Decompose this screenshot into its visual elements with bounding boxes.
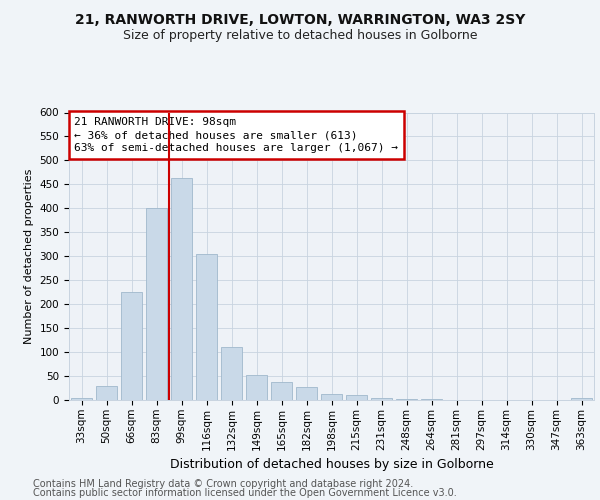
- Bar: [346, 395, 367, 400]
- Text: Size of property relative to detached houses in Golborne: Size of property relative to detached ho…: [123, 29, 477, 42]
- Bar: [571, 398, 592, 400]
- Y-axis label: Number of detached properties: Number of detached properties: [24, 168, 34, 344]
- Text: Contains public sector information licensed under the Open Government Licence v3: Contains public sector information licen…: [33, 488, 457, 498]
- Bar: [121, 292, 142, 400]
- X-axis label: Distribution of detached houses by size in Golborne: Distribution of detached houses by size …: [170, 458, 493, 471]
- Text: 21, RANWORTH DRIVE, LOWTON, WARRINGTON, WA3 2SY: 21, RANWORTH DRIVE, LOWTON, WARRINGTON, …: [75, 12, 525, 26]
- Bar: [96, 386, 117, 400]
- Bar: [371, 398, 392, 400]
- Bar: [221, 348, 242, 400]
- Bar: [146, 208, 167, 400]
- Bar: [196, 254, 217, 400]
- Bar: [171, 178, 192, 400]
- Bar: [296, 387, 317, 400]
- Bar: [271, 382, 292, 400]
- Bar: [246, 375, 267, 400]
- Bar: [421, 399, 442, 400]
- Bar: [71, 398, 92, 400]
- Text: Contains HM Land Registry data © Crown copyright and database right 2024.: Contains HM Land Registry data © Crown c…: [33, 479, 413, 489]
- Bar: [396, 398, 417, 400]
- Text: 21 RANWORTH DRIVE: 98sqm
← 36% of detached houses are smaller (613)
63% of semi-: 21 RANWORTH DRIVE: 98sqm ← 36% of detach…: [74, 117, 398, 153]
- Bar: [321, 394, 342, 400]
